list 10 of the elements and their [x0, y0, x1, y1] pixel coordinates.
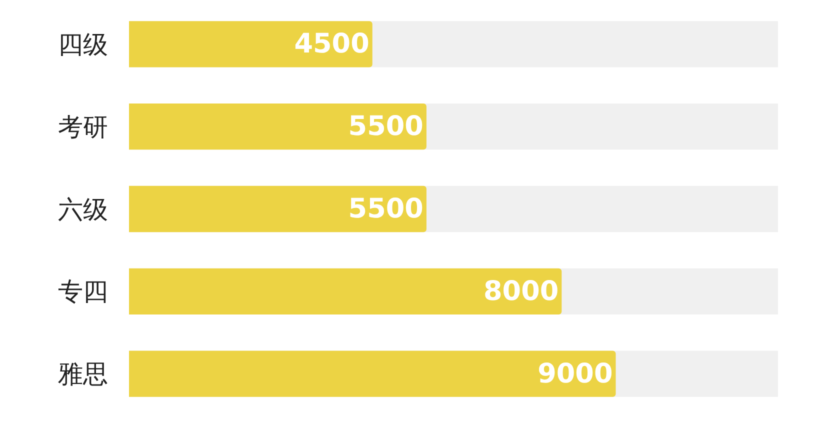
y-tick-label: 雅思	[58, 360, 108, 389]
data-label: 5500	[348, 111, 424, 142]
data-label: 8000	[484, 276, 559, 307]
data-label: 4500	[294, 28, 370, 60]
data-label: 5500	[348, 194, 424, 224]
y-tick-label: 专四	[58, 277, 108, 306]
y-tick-label: 四级	[58, 30, 108, 59]
y-tick-label: 六级	[58, 194, 108, 224]
data-label: 9000	[538, 358, 613, 390]
y-tick-label: 考研	[58, 112, 108, 142]
